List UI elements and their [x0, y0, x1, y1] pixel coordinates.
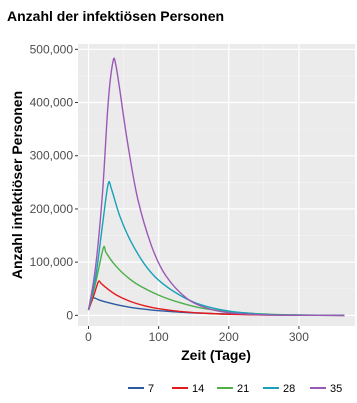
y-axis-title: Anzahl infektiöser Personen — [9, 91, 25, 279]
x-tick-label: 0 — [85, 330, 92, 344]
legend-label-14: 14 — [192, 383, 204, 395]
grid-minor — [78, 44, 355, 326]
chart-title: Anzahl der infektiösen Personen — [7, 8, 225, 24]
x-tick-label: 300 — [289, 330, 309, 344]
x-tick-label: 100 — [149, 330, 169, 344]
legend-label-35: 35 — [330, 383, 342, 395]
series-line-35 — [87, 57, 345, 317]
y-tick-label: 0 — [66, 308, 73, 322]
legend-label-21: 21 — [237, 383, 249, 395]
y-tick-label: 500,000 — [30, 42, 74, 56]
y-tick-label: 100,000 — [30, 255, 74, 269]
x-axis-ticks: 0 100 200 300 — [85, 326, 309, 344]
series-lines — [87, 57, 345, 317]
y-tick-label: 300,000 — [30, 149, 74, 163]
legend-label-28: 28 — [283, 383, 295, 395]
legend-label-7: 7 — [148, 383, 154, 395]
y-tick-label: 200,000 — [30, 202, 74, 216]
x-tick-label: 200 — [219, 330, 239, 344]
y-tick-label: 400,000 — [30, 96, 74, 110]
plot-panel — [78, 44, 355, 326]
series-line-28 — [87, 180, 345, 317]
x-axis-title: Zeit (Tage) — [181, 347, 251, 363]
y-axis-ticks: 0 100,000 200,000 300,000 400,000 500,000 — [30, 42, 78, 322]
legend: 7 14 21 28 35 — [128, 383, 342, 395]
